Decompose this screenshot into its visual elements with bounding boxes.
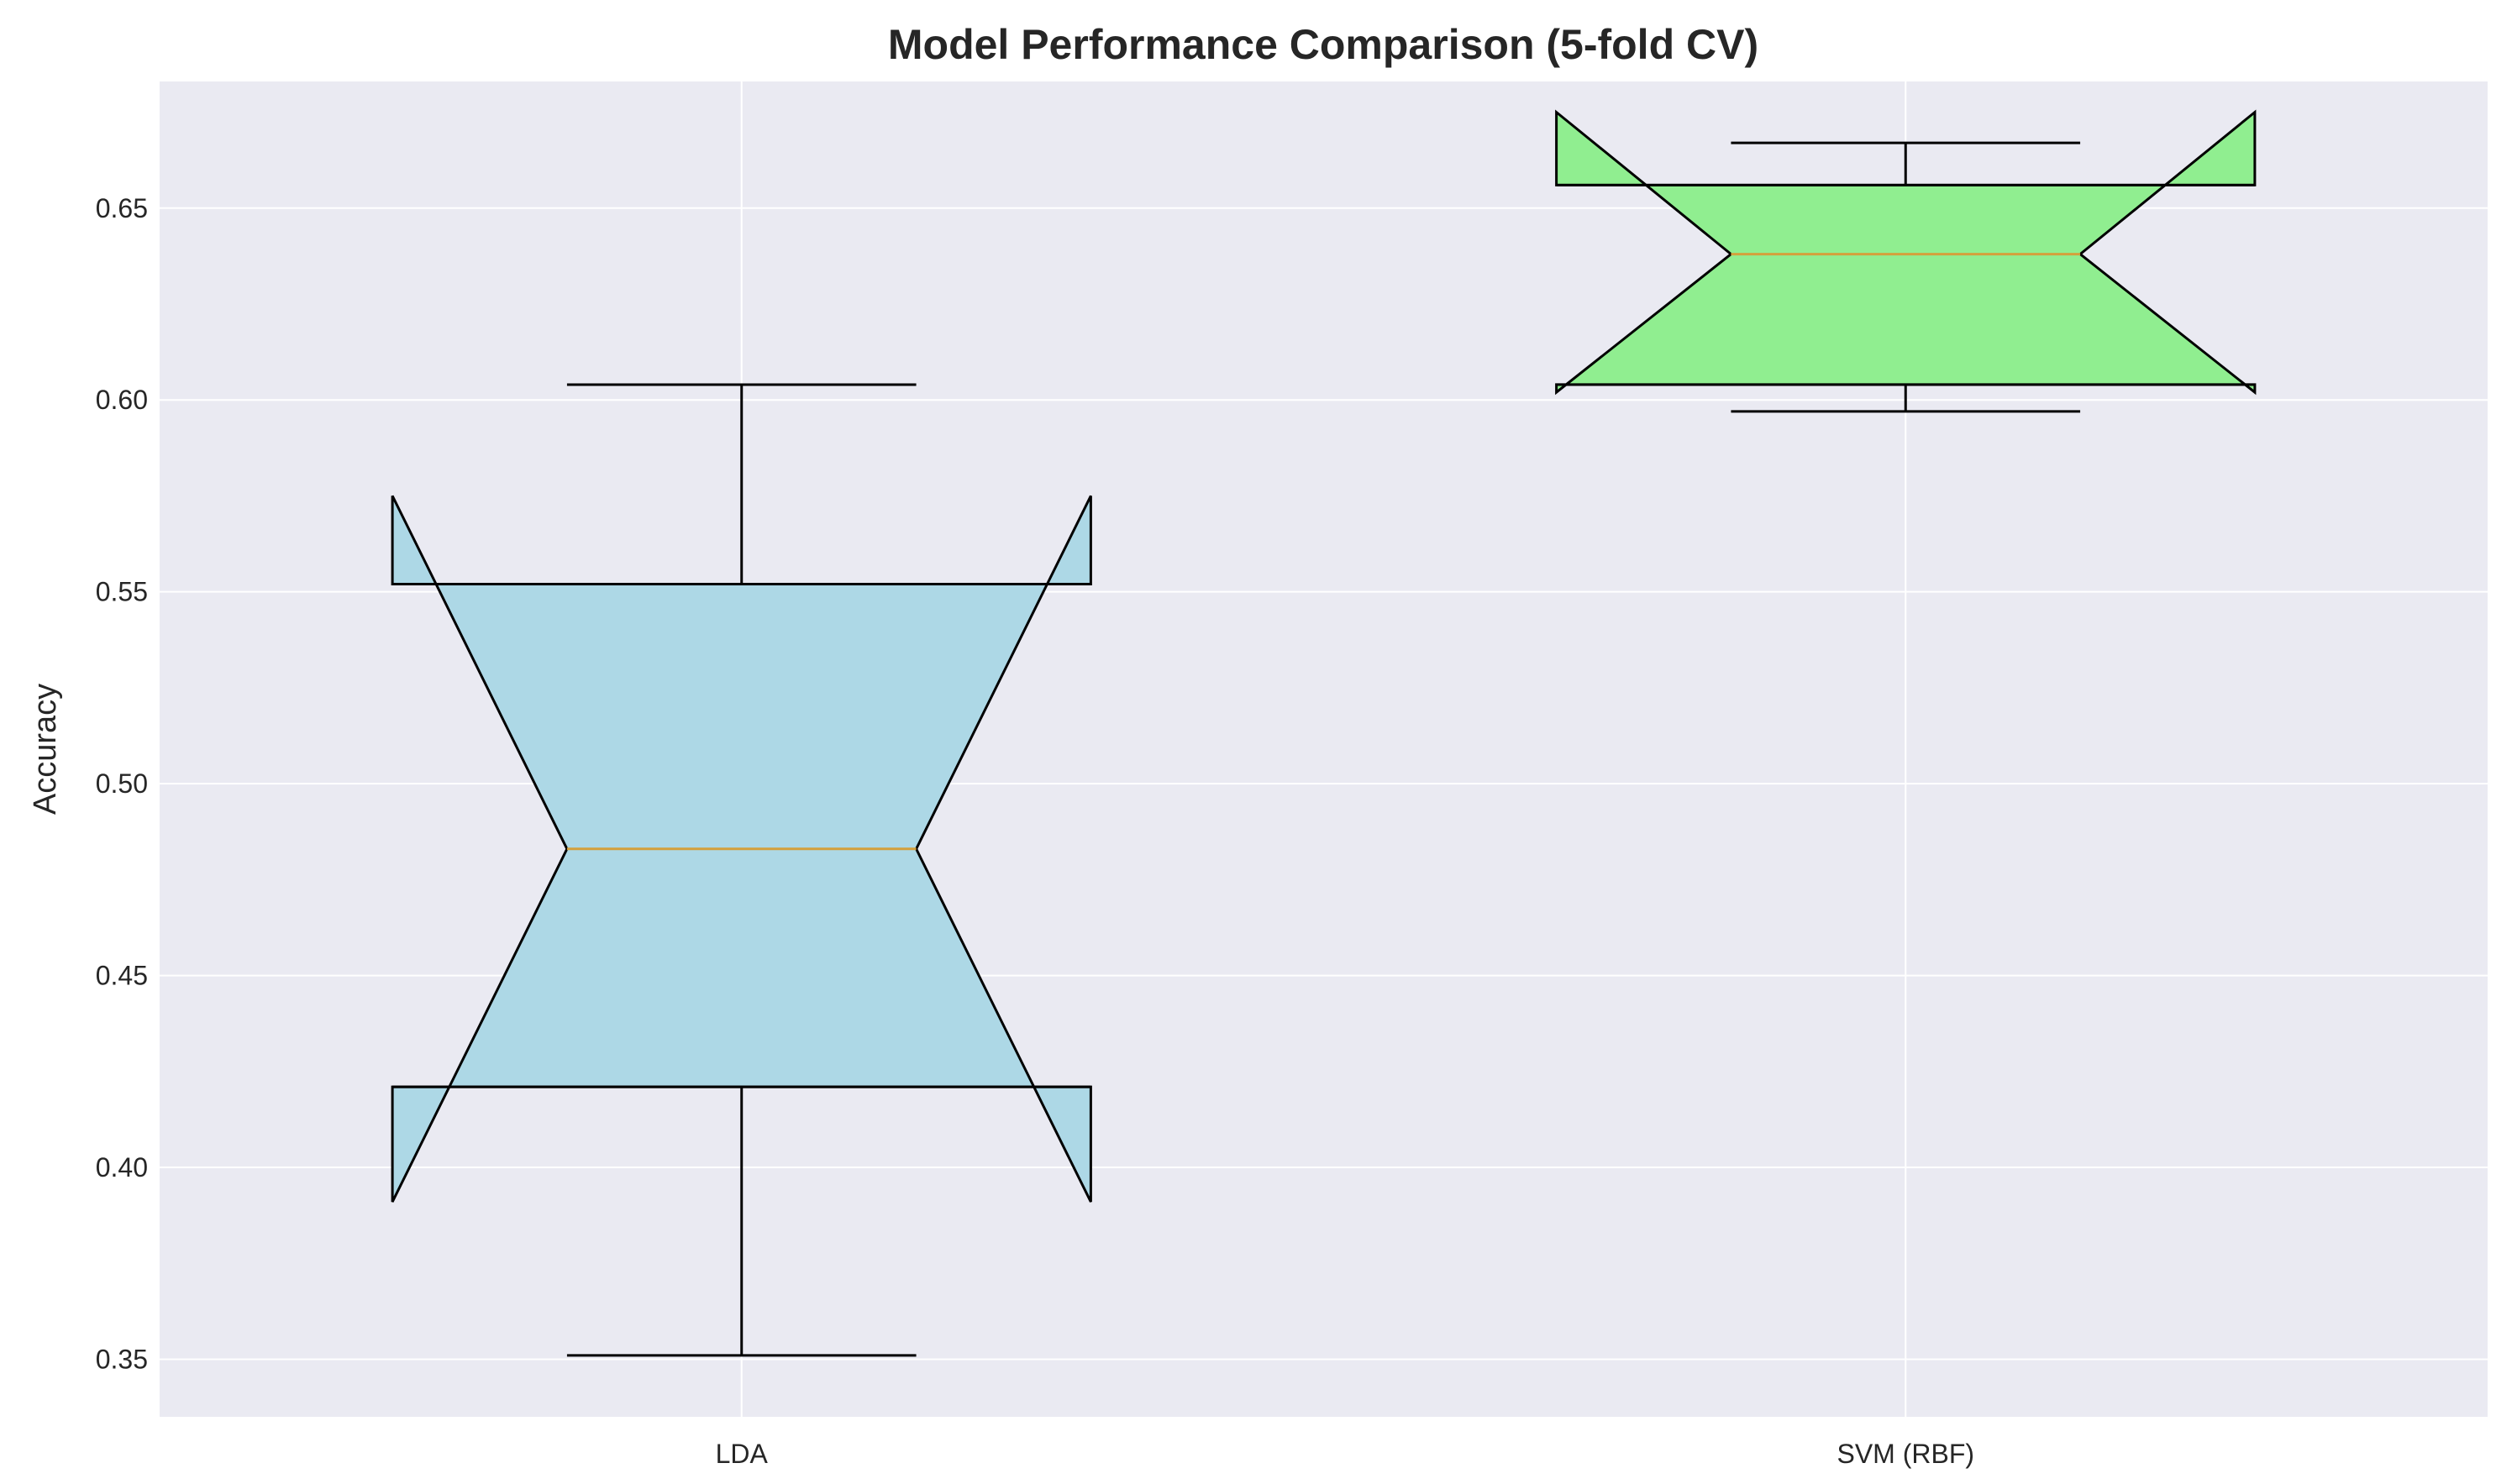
y-tick-label: 0.50 (96, 768, 148, 799)
y-tick-label: 0.45 (96, 961, 148, 991)
y-axis-title: Accuracy (28, 684, 63, 815)
box-lda (391, 383, 1092, 1357)
x-tick-label: LDA (716, 1439, 769, 1469)
x-tick-label: SVM (RBF) (1837, 1439, 1974, 1469)
y-tick-label: 0.60 (96, 385, 148, 415)
x-tick-labels: LDA SVM (RBF) (716, 1439, 1974, 1469)
y-tick-label: 0.65 (96, 193, 148, 223)
y-tick-label: 0.35 (96, 1344, 148, 1374)
plot-background (160, 81, 2488, 1417)
y-tick-labels: 0.35 0.40 0.45 0.50 0.55 0.60 0.65 (96, 193, 148, 1375)
box-svm-rbf (1555, 109, 2257, 413)
boxes (391, 109, 2257, 1357)
y-tick-label: 0.40 (96, 1152, 148, 1182)
chart-title: Model Performance Comparison (5-fold CV) (888, 21, 1758, 68)
y-tick-label: 0.55 (96, 577, 148, 607)
